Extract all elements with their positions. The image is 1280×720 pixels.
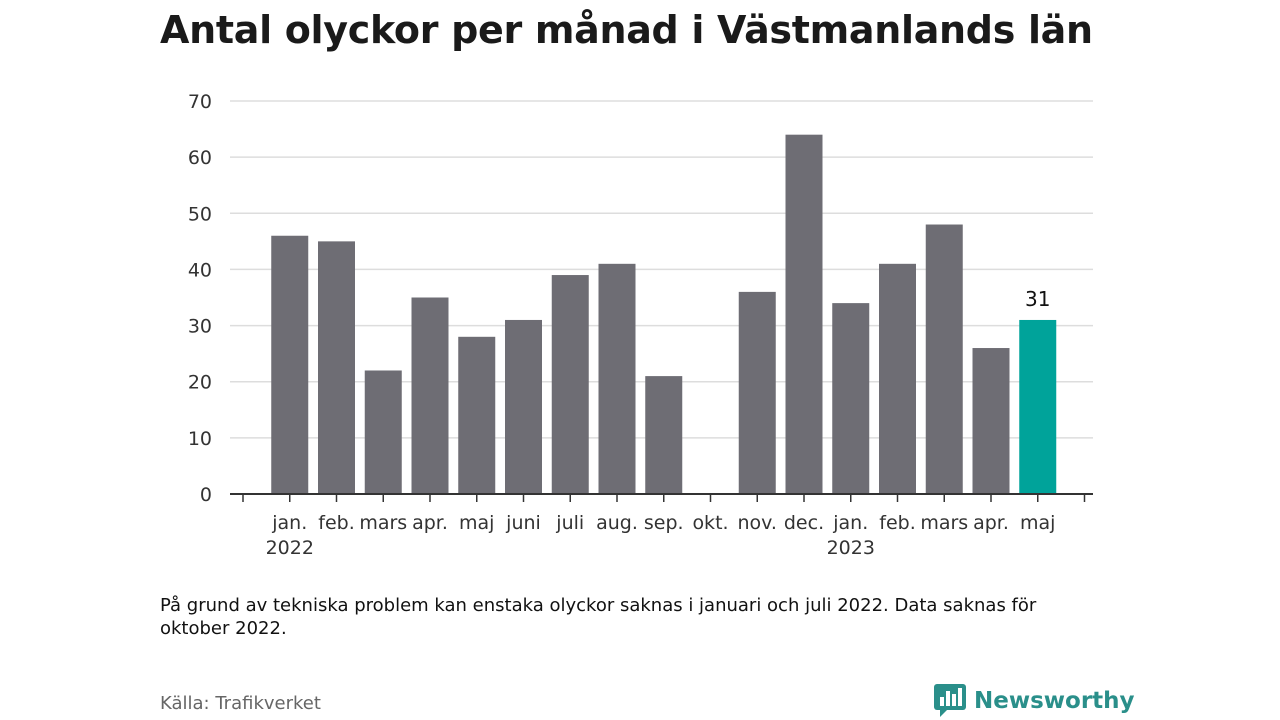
bars bbox=[271, 134, 1057, 494]
y-tick-label: 70 bbox=[188, 91, 212, 113]
x-axis bbox=[230, 493, 1093, 502]
x-tick-label: feb. bbox=[879, 512, 915, 534]
x-tick-label: feb. bbox=[318, 512, 354, 534]
bar bbox=[318, 241, 355, 494]
bar bbox=[551, 275, 589, 494]
x-tick-label: mars bbox=[920, 512, 968, 534]
bar bbox=[1019, 319, 1057, 494]
bar bbox=[598, 263, 636, 494]
x-tick-label: apr. bbox=[973, 512, 1009, 534]
bar bbox=[271, 235, 309, 494]
y-tick-label: 50 bbox=[188, 203, 212, 225]
x-axis-ticks: jan. feb. mars apr. maj juni juli aug. sep. okt. n… bbox=[266, 512, 1056, 559]
y-tick-label: 30 bbox=[188, 316, 212, 338]
chart-title: Antal olyckor per månad i Västmanlands l… bbox=[160, 8, 1093, 52]
bar bbox=[785, 134, 823, 494]
bar bbox=[925, 224, 963, 494]
newsworthy-logo[interactable]: Newsworthy bbox=[934, 684, 1135, 718]
x-year-label: 2023 bbox=[827, 537, 875, 559]
bar bbox=[364, 370, 402, 494]
x-tick-label: dec. bbox=[784, 512, 824, 534]
y-tick-label: 40 bbox=[188, 259, 212, 281]
x-tick-label: juni bbox=[505, 512, 541, 534]
bar bbox=[879, 263, 916, 494]
x-tick-label: jan. bbox=[832, 512, 868, 534]
x-tick-label: maj bbox=[459, 512, 494, 534]
y-tick-label: 60 bbox=[188, 147, 212, 169]
y-tick-label: 0 bbox=[200, 484, 212, 506]
x-tick-label: jan. bbox=[271, 512, 307, 534]
bar-chart-speech-bubble-icon bbox=[934, 684, 966, 717]
bar bbox=[972, 348, 1010, 494]
bar bbox=[411, 297, 449, 494]
y-axis-ticks: 0 10 20 30 40 50 60 70 bbox=[188, 91, 212, 506]
source-label: Källa: Trafikverket bbox=[160, 693, 321, 714]
x-tick-label: okt. bbox=[692, 512, 728, 534]
x-tick-label: sep. bbox=[644, 512, 684, 534]
x-tick-label: mars bbox=[359, 512, 407, 534]
bar bbox=[645, 376, 683, 494]
bar bbox=[738, 291, 776, 494]
x-tick-label: juli bbox=[555, 512, 584, 534]
x-tick-label: nov. bbox=[738, 512, 777, 534]
bar bbox=[832, 303, 870, 494]
y-tick-label: 10 bbox=[188, 428, 212, 450]
x-tick-label: maj bbox=[1020, 512, 1055, 534]
x-tick-label: apr. bbox=[412, 512, 448, 534]
bar bbox=[505, 319, 542, 494]
data-labels: 31 bbox=[1025, 287, 1050, 311]
footnote: På grund av tekniska problem kan enstaka… bbox=[160, 595, 1037, 639]
x-year-label: 2022 bbox=[266, 537, 314, 559]
y-tick-label: 20 bbox=[188, 372, 212, 394]
x-tick-label: aug. bbox=[596, 512, 638, 534]
brand-name: Newsworthy bbox=[974, 688, 1135, 714]
data-label: 31 bbox=[1025, 287, 1050, 311]
bar bbox=[458, 336, 496, 494]
